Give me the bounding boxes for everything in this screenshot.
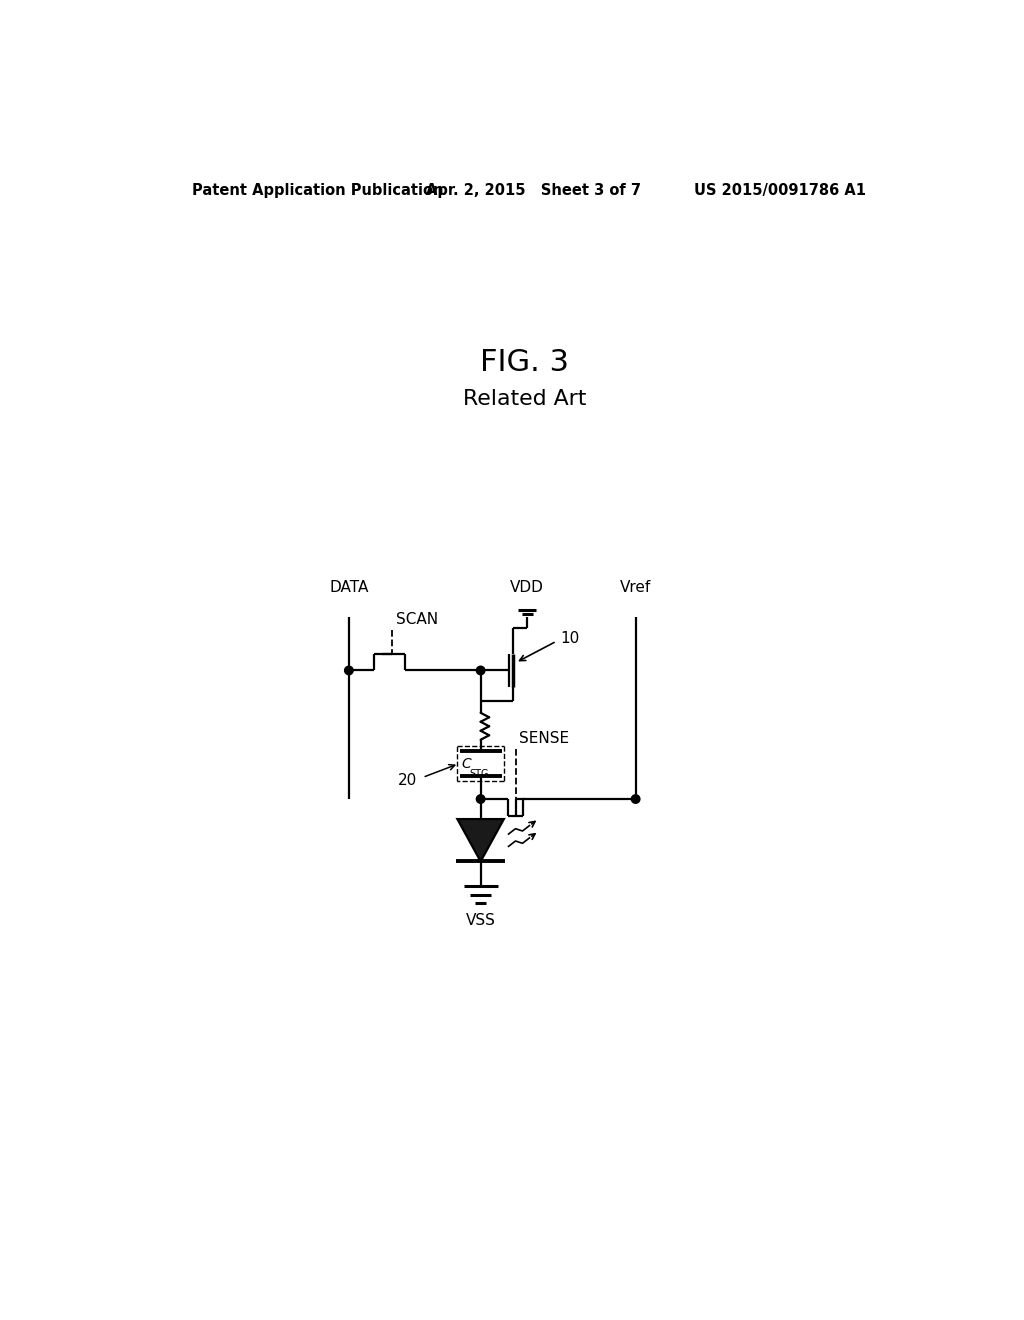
Text: SCAN: SCAN: [396, 612, 438, 627]
Text: C: C: [461, 756, 471, 771]
Text: STG: STG: [470, 770, 489, 779]
Circle shape: [476, 667, 485, 675]
Text: Vref: Vref: [620, 579, 651, 595]
Polygon shape: [458, 818, 504, 862]
Text: VDD: VDD: [510, 579, 544, 595]
Text: 10: 10: [560, 631, 580, 645]
Text: VSS: VSS: [466, 913, 496, 928]
Circle shape: [476, 795, 485, 804]
Text: Patent Application Publication: Patent Application Publication: [191, 183, 443, 198]
Text: FIG. 3: FIG. 3: [480, 348, 569, 378]
Text: Apr. 2, 2015   Sheet 3 of 7: Apr. 2, 2015 Sheet 3 of 7: [426, 183, 641, 198]
Text: 20: 20: [398, 774, 417, 788]
Text: DATA: DATA: [329, 579, 369, 595]
Text: Related Art: Related Art: [463, 388, 587, 409]
Circle shape: [345, 667, 353, 675]
Text: US 2015/0091786 A1: US 2015/0091786 A1: [693, 183, 865, 198]
Text: SENSE: SENSE: [518, 731, 568, 746]
Circle shape: [632, 795, 640, 804]
